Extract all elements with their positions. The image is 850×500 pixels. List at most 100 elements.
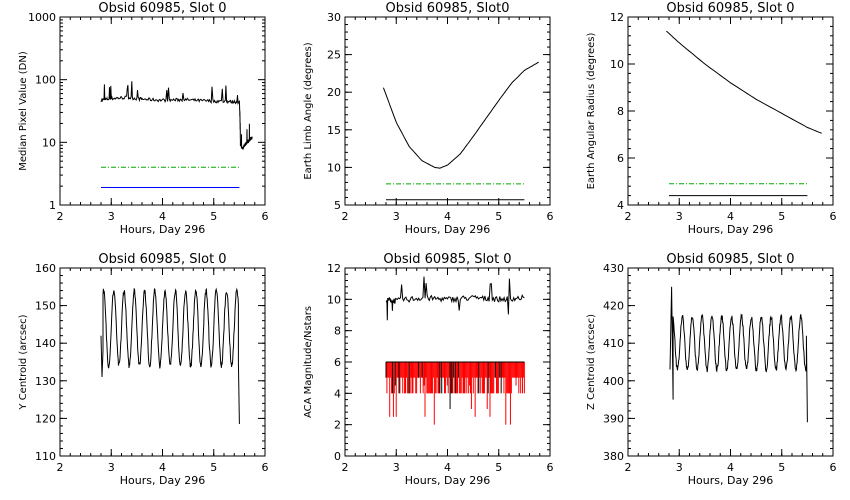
y-tick-label: 25 — [327, 49, 341, 62]
chart-title: Obsid 60985, Slot0 — [385, 1, 509, 16]
x-axis-label: Hours, Day 296 — [120, 474, 205, 487]
series-1 — [669, 286, 808, 423]
y-tick-label: 8 — [334, 325, 341, 338]
chart-title: Obsid 60985, Slot 0 — [98, 1, 226, 16]
y-tick-label: 100 — [35, 74, 56, 87]
x-tick-label: 5 — [778, 210, 785, 223]
y-tick-label: 10 — [42, 136, 56, 149]
y-axis-label: Earth Angular Radius (degrees) — [586, 32, 597, 189]
y-axis-label: Y Centroid (arcsec) — [18, 314, 29, 410]
y-tick-label: 410 — [603, 337, 624, 350]
series-1 — [382, 61, 539, 169]
plot-frame — [59, 267, 266, 457]
y-tick-label: 12 — [610, 11, 624, 24]
y-tick-label: 10 — [327, 161, 341, 174]
y-tick-label: 8 — [617, 105, 624, 118]
x-tick-label: 4 — [444, 461, 451, 474]
chart-title: Obsid 60985, Slot 0 — [98, 252, 226, 267]
x-tick-label: 3 — [108, 461, 115, 474]
y-tick-label: 430 — [603, 262, 624, 275]
panel-1: Obsid 60985, Slot 0 Hours, Day 296 Median … — [18, 1, 269, 236]
y-tick-label: 1 — [49, 199, 56, 212]
y-tick-label: 20 — [327, 86, 341, 99]
y-tick-label: 1000 — [28, 11, 56, 24]
y-tick-label: 5 — [334, 199, 341, 212]
x-tick-label: 6 — [547, 461, 554, 474]
y-tick-label: 140 — [35, 337, 56, 350]
x-axis-label: Hours, Day 296 — [405, 474, 490, 487]
x-tick-label: 4 — [159, 210, 166, 223]
chart-title: Obsid 60985, Slot 0 — [383, 252, 511, 267]
y-tick-label: 400 — [603, 375, 624, 388]
y-tick-label: 4 — [617, 199, 624, 212]
series-1 — [385, 276, 525, 321]
panel-2: Obsid 60985, Slot0 Hours, Day 296 Earth Li… — [303, 1, 554, 236]
x-tick-label: 2 — [57, 461, 64, 474]
y-tick-label: 390 — [603, 412, 624, 425]
y-tick-label: 10 — [327, 293, 341, 306]
y-axis-label: Earth Limb Angle (degrees) — [303, 42, 314, 179]
y-tick-label: 2 — [334, 419, 341, 432]
x-tick-label: 6 — [262, 461, 269, 474]
y-axis-label: Z Centroid (arcsec) — [586, 314, 597, 410]
y-tick-label: 30 — [327, 11, 341, 24]
series-1 — [100, 81, 253, 150]
y-tick-label: 15 — [327, 124, 341, 137]
x-tick-label: 5 — [210, 210, 217, 223]
x-tick-label: 3 — [676, 461, 683, 474]
y-tick-label: 380 — [603, 450, 624, 463]
y-tick-label: 4 — [334, 387, 341, 400]
panel-3: Obsid 60985, Slot 0 Hours, Day 296 Earth A… — [586, 1, 837, 236]
y-tick-label: 6 — [617, 152, 624, 165]
plot-frame — [344, 16, 551, 206]
x-tick-label: 2 — [342, 461, 349, 474]
y-tick-label: 130 — [35, 375, 56, 388]
x-tick-label: 6 — [830, 210, 837, 223]
x-tick-label: 2 — [625, 210, 632, 223]
x-tick-label: 3 — [393, 461, 400, 474]
x-tick-label: 6 — [262, 210, 269, 223]
x-tick-label: 3 — [108, 210, 115, 223]
plot-frame — [59, 16, 266, 206]
x-axis-label: Hours, Day 296 — [688, 474, 773, 487]
x-tick-label: 4 — [727, 210, 734, 223]
x-tick-label: 5 — [210, 461, 217, 474]
y-tick-label: 110 — [35, 450, 56, 463]
y-axis-label: ACA Magnitude/Nstars — [303, 306, 314, 418]
y-tick-label: 160 — [35, 262, 56, 275]
x-tick-label: 3 — [676, 210, 683, 223]
x-tick-label: 2 — [57, 210, 64, 223]
y-tick-label: 0 — [334, 450, 341, 463]
panel-4: Obsid 60985, Slot 0 Hours, Day 296 Y Centr… — [18, 252, 269, 487]
x-tick-label: 4 — [444, 210, 451, 223]
plot-frame — [627, 16, 834, 206]
x-tick-label: 6 — [547, 210, 554, 223]
panel-6: Obsid 60985, Slot 0 Hours, Day 296 Z Centr… — [586, 252, 837, 487]
chart-title: Obsid 60985, Slot 0 — [666, 1, 794, 16]
y-tick-label: 150 — [35, 300, 56, 313]
chart-title: Obsid 60985, Slot 0 — [666, 252, 794, 267]
panel-5: Obsid 60985, Slot 0 Hours, Day 296 ACA Mag… — [303, 252, 554, 487]
y-tick-label: 6 — [334, 356, 341, 369]
x-axis-label: Hours, Day 296 — [120, 223, 205, 236]
x-tick-label: 5 — [778, 461, 785, 474]
series-1 — [100, 287, 240, 425]
y-tick-label: 420 — [603, 300, 624, 313]
y-tick-label: 120 — [35, 412, 56, 425]
x-axis-label: Hours, Day 296 — [405, 223, 490, 236]
x-tick-label: 4 — [159, 461, 166, 474]
x-tick-label: 2 — [342, 210, 349, 223]
x-tick-label: 4 — [727, 461, 734, 474]
plot-frame — [627, 267, 834, 457]
x-tick-label: 5 — [495, 461, 502, 474]
x-tick-label: 3 — [393, 210, 400, 223]
x-tick-label: 5 — [495, 210, 502, 223]
x-tick-label: 2 — [625, 461, 632, 474]
y-axis-label: Median Pixel Value (DN) — [18, 51, 29, 171]
y-tick-label: 12 — [327, 262, 341, 275]
x-tick-label: 6 — [830, 461, 837, 474]
y-tick-label: 10 — [610, 58, 624, 71]
x-axis-label: Hours, Day 296 — [688, 223, 773, 236]
series-1 — [666, 30, 822, 134]
